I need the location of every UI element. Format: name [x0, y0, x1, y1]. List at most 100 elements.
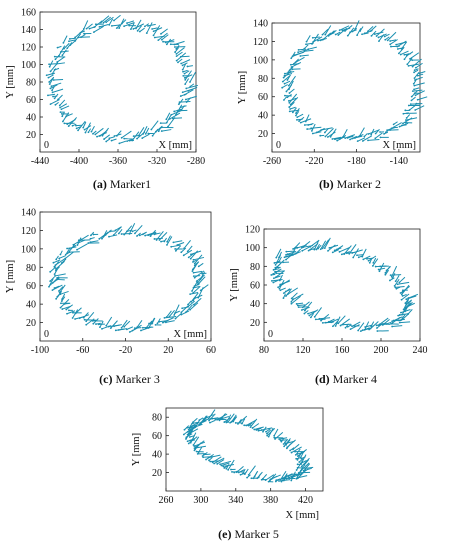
vector-mark: [357, 322, 365, 331]
vector-point: [77, 129, 79, 132]
vector-point: [339, 137, 342, 140]
x-axis-label: X [mm]: [158, 140, 192, 151]
vector-mark: [65, 304, 74, 310]
plot-frame: [165, 407, 324, 492]
vector-point: [84, 131, 87, 134]
vector-point: [346, 34, 349, 37]
vector-mark: [153, 27, 163, 32]
vector-point: [136, 326, 139, 329]
vector-mark: [334, 247, 342, 251]
vector-point: [227, 468, 230, 471]
vector-mark: [304, 49, 314, 52]
vector-point: [180, 311, 183, 314]
vector-mark: [395, 274, 400, 282]
vector-point: [295, 469, 298, 471]
vector-point: [292, 448, 294, 451]
vector-mark: [208, 413, 216, 421]
vector-point: [351, 325, 353, 328]
vector-mark: [347, 135, 354, 139]
vector-point: [250, 477, 253, 480]
y-tick-label: 60: [258, 92, 268, 103]
vector-mark: [142, 133, 150, 139]
vector-point: [113, 135, 116, 137]
caption-text: Marker 3: [113, 372, 160, 386]
vector-point: [300, 465, 303, 468]
vector-mark: [375, 132, 383, 139]
vector-point: [290, 300, 293, 303]
vector-mark: [399, 321, 411, 324]
vector-mark: [119, 140, 127, 144]
vector-point: [361, 329, 364, 332]
vector-point: [186, 250, 189, 253]
vector-point: [219, 463, 222, 466]
vector-point: [75, 124, 77, 127]
vector-mark: [335, 316, 341, 327]
y-tick-label: 80: [152, 413, 162, 424]
vector-mark: [73, 239, 81, 246]
vector-mark: [248, 465, 256, 476]
vector-mark: [389, 39, 398, 45]
plot-frame: [271, 22, 421, 153]
x-axis-label: X [mm]: [173, 329, 207, 340]
vector-point: [288, 101, 291, 104]
x-tick-label: -320: [148, 156, 166, 167]
vector-mark: [290, 471, 296, 481]
vector-point: [99, 326, 101, 329]
vector-point: [302, 469, 305, 472]
vector-mark: [241, 418, 246, 424]
vector-mark: [407, 309, 413, 315]
vector-mark: [121, 232, 133, 235]
vector-mark: [291, 292, 298, 299]
vector-point: [173, 110, 176, 113]
vector-point: [90, 234, 92, 237]
vector-mark: [103, 134, 111, 140]
vector-mark: [184, 89, 194, 96]
vector-point: [192, 261, 194, 263]
vector-point: [411, 90, 414, 93]
vector-point: [151, 28, 154, 30]
vector-point: [169, 43, 172, 46]
vector-point: [390, 45, 392, 48]
vector-mark: [300, 54, 309, 57]
origin-label: 0: [276, 140, 281, 151]
vector-mark: [286, 250, 295, 253]
vector-mark: [324, 25, 332, 35]
vector-point: [74, 318, 76, 320]
vector-point: [260, 478, 263, 481]
vector-point: [326, 136, 329, 138]
caption-tag: (c): [99, 372, 112, 386]
vector-mark: [384, 269, 390, 276]
vector-point: [193, 297, 196, 300]
vector-mark: [284, 80, 291, 85]
vector-point: [371, 265, 374, 267]
vector-point: [401, 290, 404, 293]
vector-point: [281, 86, 284, 89]
vector-mark: [145, 127, 150, 135]
vector-point: [48, 285, 50, 288]
vector-mark: [364, 321, 370, 331]
vector-point: [58, 290, 60, 292]
vector-point: [168, 315, 171, 318]
vector-mark: [99, 24, 109, 28]
vector-point: [179, 106, 182, 109]
x-tick-label: 160: [335, 345, 350, 356]
y-tick-label: 120: [21, 226, 36, 237]
vector-point: [400, 298, 403, 301]
vector-mark: [339, 246, 351, 253]
vector-point: [103, 138, 105, 140]
vector-point: [48, 63, 50, 66]
vector-point: [338, 29, 341, 32]
y-tick-label: 120: [245, 225, 260, 236]
vector-mark: [48, 278, 54, 287]
vector-point: [187, 442, 190, 445]
vector-mark: [345, 134, 355, 139]
chart-caption: (e) Marker 5: [218, 527, 279, 541]
vector-point: [286, 446, 289, 449]
vector-mark: [194, 423, 203, 428]
vector-point: [190, 253, 192, 256]
vector-mark: [227, 459, 235, 471]
vector-mark: [183, 427, 194, 435]
vector-mark: [197, 275, 204, 284]
vector-point: [377, 36, 380, 39]
vector-point: [391, 277, 394, 280]
